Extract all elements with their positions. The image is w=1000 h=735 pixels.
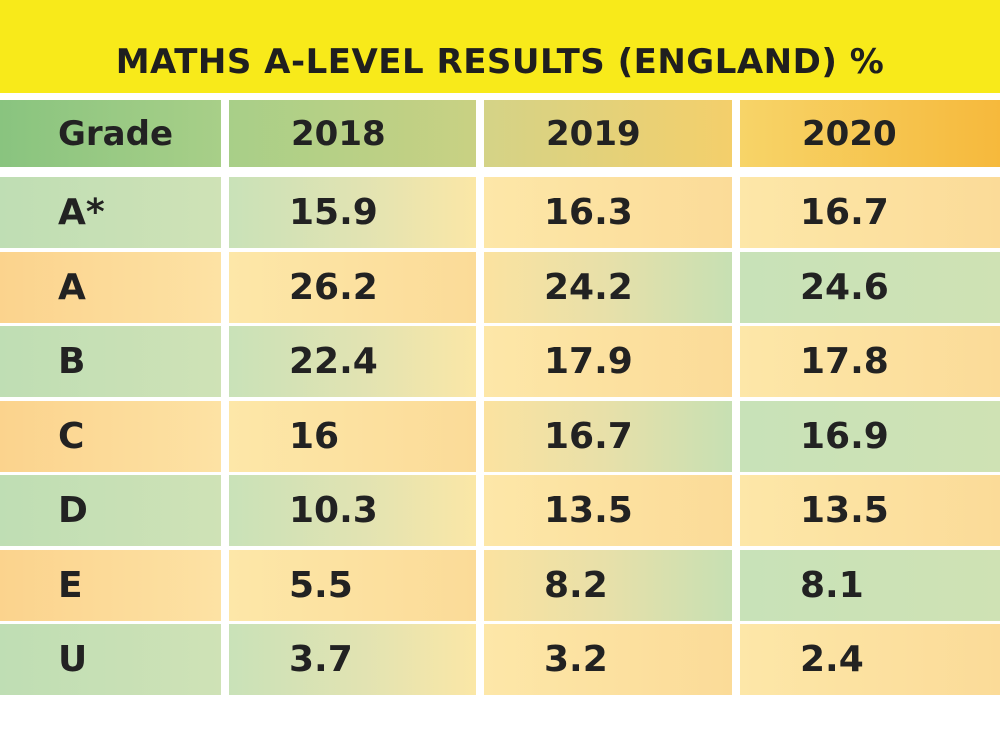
value-cell: 16.7 [484,401,732,472]
value-cell: 26.2 [229,252,476,323]
header-year: 2018 [229,100,476,167]
value-cell: 3.2 [484,624,732,695]
grade-cell: A [0,252,221,323]
value-cell: 16 [229,401,476,472]
value-cell: 16.3 [484,177,732,248]
value-cell: 24.6 [740,252,1000,323]
value-cell: 17.8 [740,326,1000,397]
value-cell: 13.5 [740,475,1000,546]
value-cell: 8.2 [484,550,732,621]
grade-cell: C [0,401,221,472]
value-cell: 8.1 [740,550,1000,621]
value-cell: 24.2 [484,252,732,323]
header-grade: Grade [0,100,221,167]
grade-cell: E [0,550,221,621]
value-cell: 17.9 [484,326,732,397]
grade-cell: A* [0,177,221,248]
value-cell: 15.9 [229,177,476,248]
value-cell: 16.7 [740,177,1000,248]
table-title: MATHS A-LEVEL RESULTS (ENGLAND) % [115,42,885,82]
value-cell: 3.7 [229,624,476,695]
title-band [0,0,1000,93]
grade-cell: B [0,326,221,397]
grade-cell: D [0,475,221,546]
value-cell: 22.4 [229,326,476,397]
grade-cell: U [0,624,221,695]
header-year: 2019 [484,100,732,167]
value-cell: 5.5 [229,550,476,621]
value-cell: 10.3 [229,475,476,546]
value-cell: 13.5 [484,475,732,546]
value-cell: 2.4 [740,624,1000,695]
value-cell: 16.9 [740,401,1000,472]
header-year: 2020 [740,100,1000,167]
